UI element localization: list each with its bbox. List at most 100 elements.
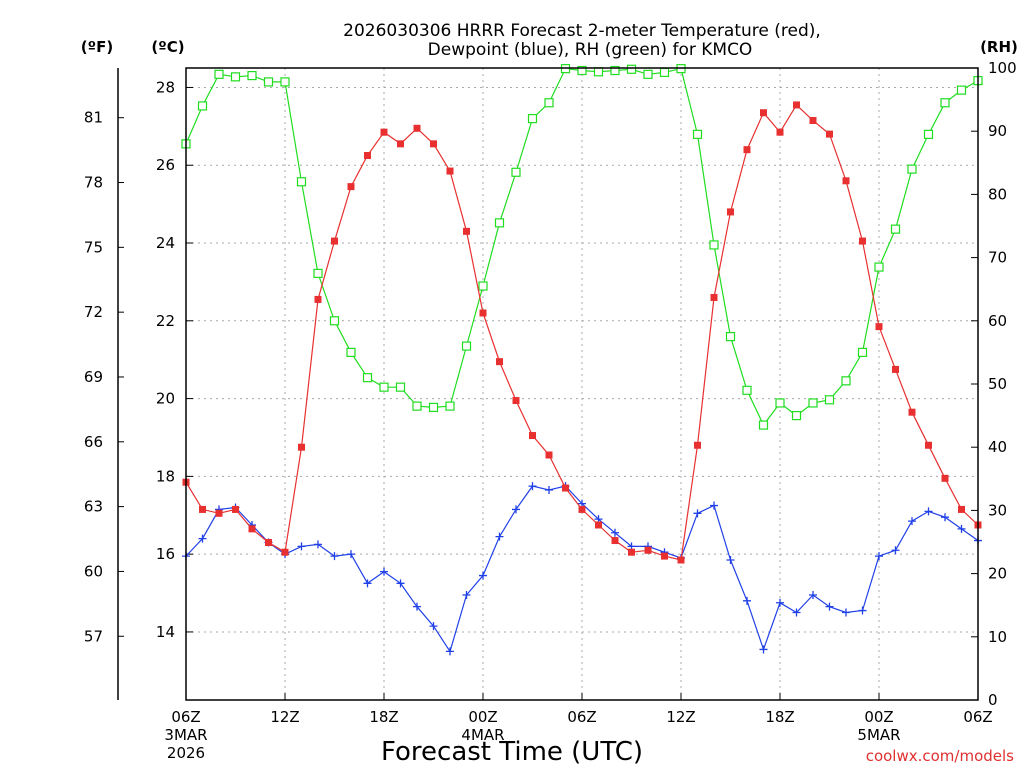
rh-point <box>379 382 389 392</box>
celsius-axis: 14 16 18 20 22 24 26 28 <box>156 78 193 641</box>
dewpoint-point <box>924 507 933 516</box>
fahrenheit-tick-label: 60 <box>84 562 103 580</box>
rh-point <box>593 67 604 77</box>
dewpoint-point <box>891 546 900 555</box>
time-tick-label: 18Z <box>369 708 398 726</box>
dewpoint-point <box>842 608 850 617</box>
rh-point <box>692 129 703 139</box>
celsius-tick-label: 14 <box>156 623 175 641</box>
temperature-point <box>397 140 404 148</box>
rh-point <box>494 218 505 228</box>
rh-tick-label: 90 <box>988 122 1007 140</box>
temperature-point <box>595 521 602 529</box>
dewpoint-point <box>314 540 322 549</box>
dewpoint-point <box>198 534 207 543</box>
temperature-point <box>743 146 751 154</box>
dewpoint-point <box>446 647 454 656</box>
celsius-tick-label: 20 <box>156 390 175 408</box>
temperature-point <box>512 397 520 405</box>
rh-point <box>923 129 934 139</box>
dewpoint-point <box>611 528 619 537</box>
temperature-point <box>694 441 701 449</box>
date-label: 4MAR <box>461 726 504 744</box>
rh-point <box>874 262 884 272</box>
celsius-tick-label: 16 <box>156 545 175 563</box>
temperature-point <box>578 505 586 513</box>
rh-point <box>461 341 472 351</box>
temperature-point <box>661 552 668 560</box>
fahrenheit-tick-label: 81 <box>84 109 103 127</box>
temperature-point <box>347 183 355 191</box>
rh-point <box>742 385 752 395</box>
dewpoint-point <box>396 579 405 588</box>
plot-frame <box>185 67 979 701</box>
temperature-point <box>479 309 487 317</box>
rh-point <box>263 77 274 87</box>
temperature-point <box>859 237 866 245</box>
time-tick-label: 12Z <box>666 708 695 726</box>
rh-point <box>725 332 736 342</box>
temperature-point <box>760 109 767 117</box>
dewpoint-point <box>347 550 355 559</box>
fahrenheit-axis: 57 60 63 66 69 72 75 78 81 <box>84 109 124 645</box>
temperature-point <box>925 441 932 449</box>
rh-tick-label: 10 <box>988 628 1007 646</box>
fahrenheit-tick-label: 66 <box>84 433 103 451</box>
rh-point <box>824 395 835 405</box>
year-label: 2026 <box>167 744 205 762</box>
rh-point <box>445 401 455 411</box>
temperature-point <box>727 208 734 216</box>
dewpoint-point <box>693 509 702 518</box>
celsius-tick-label: 22 <box>156 312 175 330</box>
fahrenheit-tick-label: 75 <box>84 238 103 256</box>
fahrenheit-tick-label: 72 <box>84 303 103 321</box>
rh-point <box>412 401 422 411</box>
rh-point <box>296 177 307 187</box>
rh-point <box>808 398 818 408</box>
dewpoint-point <box>330 552 339 561</box>
rh-point <box>214 69 224 79</box>
rh-point <box>775 398 785 408</box>
rh-point <box>197 101 208 111</box>
dewpoint-point <box>462 590 471 599</box>
chart-title-line2: Dewpoint (blue), RH (green) for KMCO <box>428 40 753 60</box>
temperature-point <box>232 505 239 513</box>
rh-tick-label: 50 <box>988 375 1007 393</box>
time-tick-label: 06Z <box>567 708 596 726</box>
dewpoint-point <box>825 602 834 611</box>
temperature-point <box>199 505 206 513</box>
time-tick-label: 00Z <box>468 708 497 726</box>
dewpoint-point <box>512 505 520 514</box>
dewpoint-point <box>809 590 817 599</box>
rh-point <box>511 167 521 177</box>
x-axis-title: Forecast Time (UTC) <box>381 737 643 767</box>
credit-text: coolwx.com/models <box>866 747 1014 765</box>
dewpoint-point <box>776 598 784 607</box>
temperature-point <box>677 556 685 564</box>
dewpoint-point <box>545 485 553 494</box>
temperature-point <box>413 124 421 132</box>
temperature-point <box>908 408 916 416</box>
dewpoint-point <box>413 602 421 611</box>
temperature-point <box>644 546 652 554</box>
rh-point <box>280 77 290 87</box>
rh-point <box>346 347 356 357</box>
temperature-point <box>628 548 635 556</box>
dewpoint-point <box>479 571 487 580</box>
celsius-tick-label: 18 <box>156 467 175 485</box>
time-tick-label: 06Z <box>963 708 992 726</box>
rh-tick-label: 80 <box>988 185 1007 203</box>
rh-tick-label: 0 <box>988 691 998 709</box>
chart-title-line1: 2026030306 HRRR Forecast 2-meter Tempera… <box>343 21 821 41</box>
temperature-point <box>496 358 503 366</box>
celsius-tick-label: 24 <box>156 234 175 252</box>
rh-point <box>857 347 868 357</box>
rh-point <box>956 85 967 95</box>
temperature-point <box>545 451 553 459</box>
time-tick-label: 00Z <box>864 708 893 726</box>
temperature-point <box>248 525 256 533</box>
rh-point <box>313 268 323 278</box>
temperature-point <box>215 509 223 517</box>
temperature-point <box>331 237 338 245</box>
